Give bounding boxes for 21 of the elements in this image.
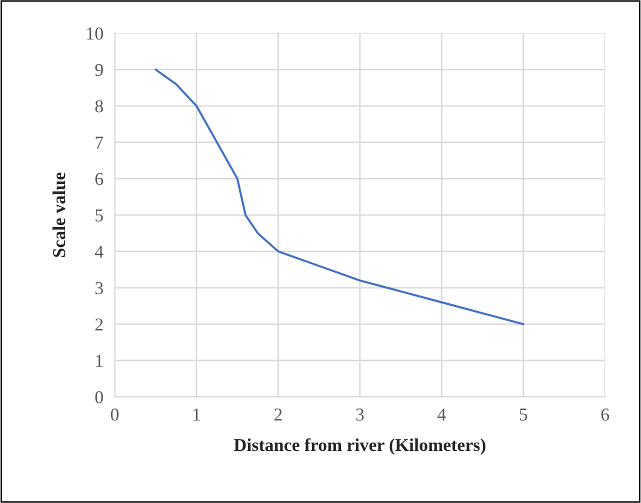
y-tick-label: 9 bbox=[95, 64, 103, 76]
y-axis-title: Scale value bbox=[52, 172, 66, 257]
y-tick-label: 8 bbox=[95, 100, 103, 112]
y-tick-label: 4 bbox=[94, 246, 104, 258]
y-tick-label: 10 bbox=[87, 27, 103, 40]
x-tick-label: 6 bbox=[601, 408, 610, 421]
line-series bbox=[154, 68, 524, 326]
x-tick-label: 4 bbox=[437, 408, 446, 421]
x-tick-label: 3 bbox=[356, 408, 364, 421]
y-tick-label: 0 bbox=[95, 391, 103, 404]
x-tick-label: 1 bbox=[194, 408, 200, 421]
y-tick-label: 3 bbox=[95, 282, 103, 294]
y-tick-label: 2 bbox=[95, 318, 103, 330]
x-tick-label: 0 bbox=[110, 408, 119, 421]
x-tick-label: 5 bbox=[520, 408, 528, 421]
y-tick-label: 7 bbox=[96, 136, 104, 149]
y-tick-label: 1 bbox=[96, 354, 103, 367]
y-tick-label: 5 bbox=[96, 209, 103, 222]
y-tick-label: 6 bbox=[95, 172, 104, 186]
x-tick-label: 2 bbox=[274, 408, 282, 421]
x-axis-title: Distance from river (Kilometers) bbox=[234, 438, 486, 455]
